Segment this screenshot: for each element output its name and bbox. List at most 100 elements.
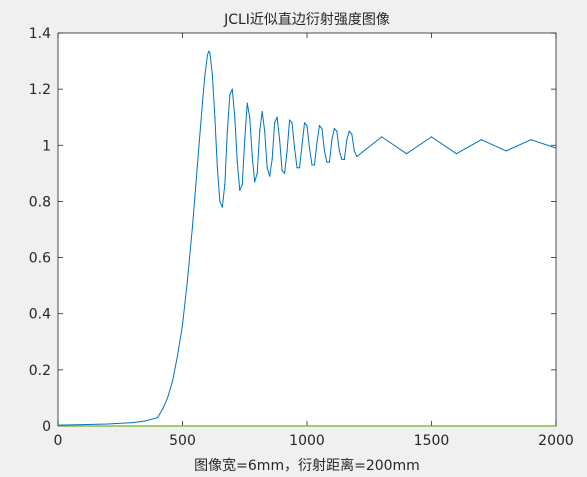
- data-point: [264, 130, 266, 132]
- y-tick-label: 1.2: [29, 82, 51, 98]
- data-point: [229, 94, 231, 96]
- data-point: [191, 226, 194, 228]
- data-point: [288, 119, 291, 121]
- data-point: [206, 54, 208, 57]
- chart-title: JCLI近似直边衍射强度图像: [223, 11, 390, 28]
- data-point: [530, 139, 532, 141]
- series-layer: [57, 50, 557, 427]
- data-point: [132, 422, 134, 424]
- data-point: [348, 130, 350, 132]
- data-point: [196, 164, 199, 166]
- data-point: [214, 116, 216, 118]
- data-point: [296, 167, 298, 169]
- data-point: [353, 150, 355, 152]
- data-point: [107, 423, 109, 425]
- data-point: [291, 122, 293, 124]
- data-point: [256, 172, 258, 174]
- data-point: [323, 150, 326, 152]
- data-point: [82, 423, 84, 426]
- x-tick-label: 2000: [538, 433, 574, 449]
- data-point: [241, 183, 243, 186]
- data-point: [333, 127, 335, 130]
- data-point: [381, 136, 383, 138]
- data-point: [266, 167, 268, 169]
- data-point: [224, 183, 226, 186]
- data-point: [161, 408, 164, 410]
- data-point: [286, 150, 288, 152]
- data-point: [246, 102, 248, 104]
- data-point: [316, 141, 318, 144]
- data-point: [186, 279, 189, 281]
- data-point: [306, 125, 308, 127]
- data-point: [283, 172, 286, 174]
- data-point: [480, 139, 482, 141]
- x-tick-label: 500: [169, 433, 196, 449]
- data-point: [254, 181, 256, 183]
- data-point: [249, 116, 251, 118]
- data-point: [209, 52, 211, 54]
- x-tick-label: 1000: [289, 433, 325, 449]
- data-point: [234, 116, 236, 118]
- x-axis-label: 图像宽=6mm，衍射距离=200mm: [194, 457, 420, 474]
- data-point: [311, 164, 313, 166]
- data-point: [226, 130, 228, 132]
- data-point: [221, 206, 223, 208]
- data-point: [274, 122, 276, 124]
- data-point: [430, 136, 433, 138]
- data-point: [171, 380, 174, 382]
- data-point: [271, 158, 273, 160]
- y-tick-label: 1: [42, 138, 51, 154]
- y-tick-label: 0.8: [29, 194, 51, 210]
- data-point: [269, 175, 271, 177]
- x-tick-label: 1500: [414, 433, 450, 449]
- data-point: [157, 416, 159, 419]
- data-point: [326, 161, 328, 163]
- data-point: [208, 50, 210, 52]
- data-point: [231, 88, 233, 90]
- data-point: [211, 74, 213, 76]
- y-tick-label: 0.2: [29, 363, 51, 379]
- data-point: [181, 324, 184, 326]
- data-point: [346, 139, 348, 141]
- data-point: [351, 133, 353, 135]
- plot-area: [58, 33, 556, 426]
- data-point: [251, 155, 253, 158]
- data-point: [144, 420, 146, 422]
- series-line: [57, 50, 557, 426]
- data-point: [57, 424, 59, 426]
- data-point: [261, 111, 263, 113]
- axes: 0 500 1000 1500 2000 0 0.2 0.4 0.6 0.8 1 1.2 1.4: [29, 26, 574, 449]
- data-point: [298, 167, 301, 169]
- data-point: [244, 139, 246, 141]
- data-point: [176, 355, 179, 357]
- data-point: [301, 144, 303, 146]
- data-point: [239, 189, 241, 191]
- data-point: [276, 116, 278, 118]
- data-point: [343, 158, 345, 160]
- data-point: [505, 150, 507, 152]
- x-tick-label: 0: [54, 433, 63, 449]
- data-point: [313, 164, 316, 166]
- data-point: [555, 147, 557, 149]
- data-point: [219, 200, 221, 203]
- y-tick-label: 0: [42, 419, 51, 435]
- data-point: [455, 153, 457, 155]
- data-point: [321, 127, 323, 130]
- data-point: [281, 169, 283, 172]
- data-point: [204, 74, 206, 76]
- data-point: [166, 397, 169, 399]
- data-point: [338, 150, 340, 152]
- data-point: [279, 139, 281, 141]
- data-point: [318, 125, 321, 127]
- y-tick-label: 1.4: [29, 26, 51, 42]
- data-point: [341, 158, 343, 160]
- y-tick-label: 0.6: [29, 251, 51, 267]
- data-point: [328, 161, 331, 163]
- data-point: [356, 155, 358, 158]
- data-point: [336, 130, 338, 132]
- data-point: [293, 147, 296, 149]
- data-point: [236, 161, 238, 163]
- data-point: [406, 153, 408, 155]
- data-point: [303, 122, 306, 124]
